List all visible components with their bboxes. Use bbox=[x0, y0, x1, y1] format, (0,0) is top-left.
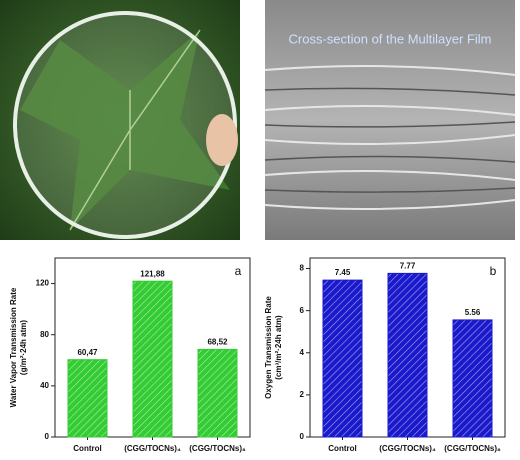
leaf-photo bbox=[0, 0, 240, 240]
value-label: 60,47 bbox=[77, 348, 98, 357]
y-tick-label: 120 bbox=[36, 279, 50, 288]
x-tick-label: (CGG/TOCNs)₄ bbox=[379, 444, 436, 453]
value-label: 5.56 bbox=[465, 308, 481, 317]
bar bbox=[197, 348, 238, 438]
y-tick-label: 80 bbox=[40, 330, 49, 339]
value-label: 68,52 bbox=[207, 338, 228, 347]
sem-caption: Cross-section of the Multilayer Film bbox=[289, 31, 492, 46]
y-axis-label: Water Vapor Transmission Rate bbox=[9, 287, 18, 407]
panel-label: b bbox=[490, 264, 497, 278]
bar bbox=[387, 272, 428, 438]
y-tick-label: 0 bbox=[300, 432, 305, 441]
value-label: 7.77 bbox=[400, 261, 416, 270]
panel-label: a bbox=[235, 264, 242, 278]
sem-image: Cross-section of the Multilayer Film bbox=[264, 0, 516, 240]
y-tick-label: 8 bbox=[300, 264, 305, 273]
bar bbox=[452, 319, 493, 438]
y-tick-label: 2 bbox=[300, 390, 305, 399]
x-tick-label: (CGG/TOCNs)₈ bbox=[189, 444, 246, 453]
x-tick-label: Control bbox=[328, 444, 356, 453]
y-tick-label: 6 bbox=[300, 306, 305, 315]
x-tick-label: Control bbox=[73, 444, 101, 453]
y-tick-label: 40 bbox=[40, 381, 49, 390]
y-tick-label: 0 bbox=[45, 432, 50, 441]
value-label: 7.45 bbox=[335, 268, 351, 277]
y-axis-label: Oxygen Transmission Rate bbox=[264, 296, 273, 399]
bar bbox=[67, 359, 108, 438]
y-tick-label: 4 bbox=[300, 348, 305, 357]
bar bbox=[322, 279, 363, 438]
value-label: 121,88 bbox=[140, 269, 165, 278]
x-tick-label: (CGG/TOCNs)₄ bbox=[124, 444, 181, 453]
y-axis-label: (cm³/m²·24h atm) bbox=[274, 315, 283, 380]
y-axis-label: (g/m²·24h atm) bbox=[19, 320, 28, 375]
x-tick-label: (CGG/TOCNs)₈ bbox=[444, 444, 501, 453]
bar bbox=[132, 280, 173, 438]
